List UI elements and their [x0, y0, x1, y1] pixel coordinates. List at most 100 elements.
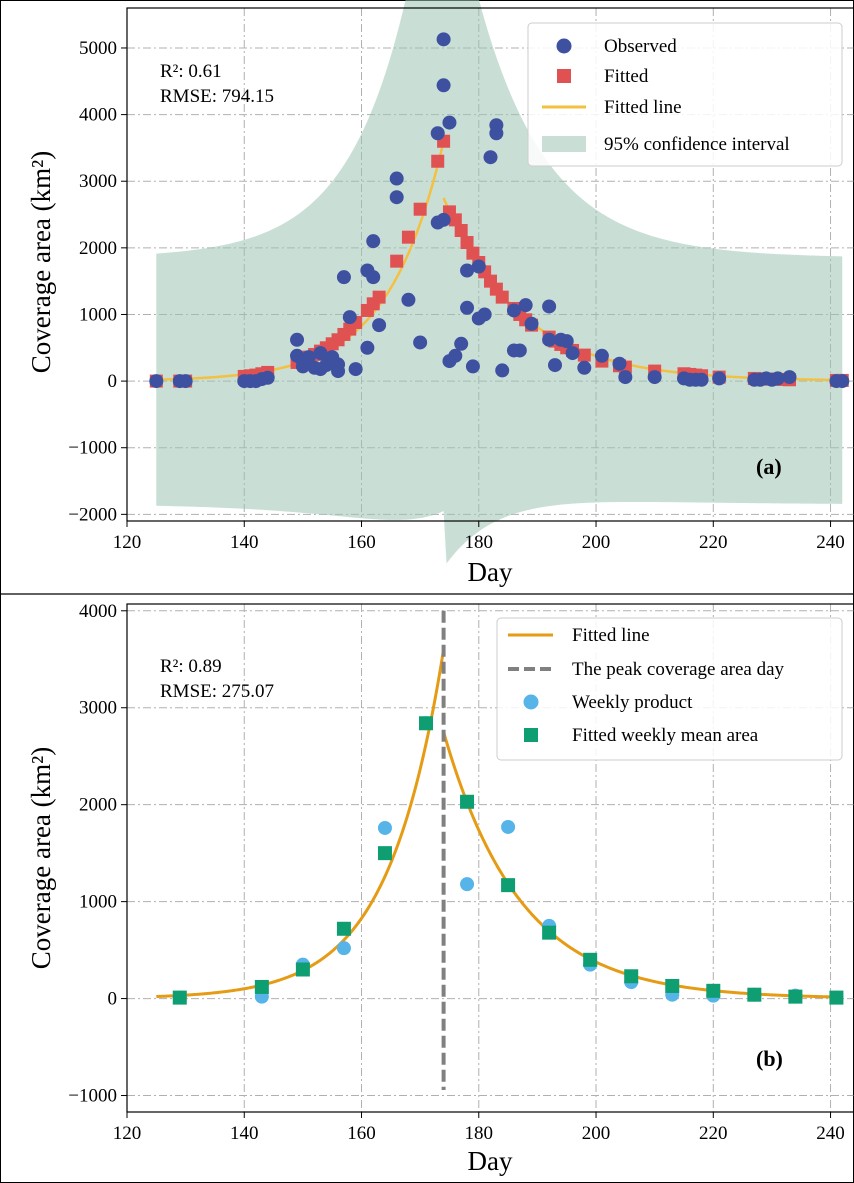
panel-b-weekly-mean-point: [665, 978, 680, 993]
panel-a-observed-point: [489, 126, 504, 141]
panel-a-observed-point: [524, 316, 539, 331]
panel-b-weekly-mean-point: [583, 952, 598, 967]
panel-b-weekly-mean-point: [295, 962, 310, 977]
panel-a-observed-point: [460, 263, 475, 278]
panel-a-observed-point: [389, 171, 404, 186]
panel-b-weekly-mean-point: [706, 983, 721, 998]
panel-a-observed-point: [389, 190, 404, 205]
panel-a-x-tick-label: 200: [582, 532, 611, 553]
panel-b-x-axis-label: Day: [468, 1146, 513, 1176]
panel-a-observed-point: [495, 363, 510, 378]
panel-b-weekly-mean-point: [336, 921, 351, 936]
panel-b-y-tick-label: −1000: [68, 1086, 117, 1107]
panel-a-legend-observed-label: Observed: [604, 36, 677, 57]
panel-a-observed-point: [565, 346, 580, 361]
panel-a-legend-fitted-line-label: Fitted line: [604, 97, 682, 118]
panel-a-ticks: 120 140 160 180 200 220 240 −2000 −1000 0 1000 2000…: [68, 38, 845, 553]
panel-b-x-tick-label: 140: [230, 1123, 259, 1144]
panel-a: 120 140 160 180 200 220 240 −2000 −1000 0 1000 2000…: [26, 0, 854, 587]
panel-a-observed-point: [542, 332, 557, 347]
panel-a-rmse-label: RMSE: 794.15: [160, 86, 274, 107]
panel-a-fitted-point: [454, 224, 468, 238]
panel-b-legend: Fitted line The peak coverage area day W…: [496, 617, 843, 761]
panel-a-observed-point: [782, 370, 797, 385]
panel-a-x-tick-label: 220: [699, 532, 728, 553]
panel-a-r2-label: R²: 0.61: [160, 61, 222, 82]
panel-a-y-tick-label: 5000: [79, 38, 117, 59]
panel-a-x-tick-label: 120: [113, 532, 142, 553]
panel-b-y-axis-label: Coverage area (km²): [26, 747, 56, 969]
panel-b-ticks: 120 140 160 180 200 220 240 −1000 0 1000 2000 3000 4…: [68, 601, 845, 1144]
panel-a-observed-point: [149, 374, 164, 389]
panel-a-observed-point: [547, 358, 562, 373]
panel-a-observed-point: [460, 300, 475, 315]
panel-a-observed-point: [594, 348, 609, 363]
panel-a-y-tick-label: 1000: [79, 304, 117, 325]
panel-a-observed-point: [448, 348, 463, 363]
panel-a-observed-point: [612, 356, 627, 371]
panel-a-x-axis-label: Day: [468, 557, 513, 587]
panel-a-fitted-point: [577, 348, 591, 362]
panel-a-y-tick-label: 3000: [79, 171, 117, 192]
panel-a-fitted-point: [372, 290, 386, 304]
panel-a-x-tick-label: 140: [230, 532, 259, 553]
panel-b-weekly-product-point: [501, 819, 516, 834]
panel-a-fitted-point: [401, 230, 415, 244]
panel-a-observed-point: [336, 270, 351, 285]
panel-a-observed-point: [542, 299, 557, 314]
panel-a-observed-point: [712, 371, 727, 386]
panel-a-legend-ci-swatch: [542, 136, 586, 152]
panel-b-x-tick-label: 220: [699, 1123, 728, 1144]
panel-b-weekly-product-point: [377, 820, 392, 835]
panel-a-fitted-point: [460, 236, 474, 250]
panel-a-observed-point: [694, 372, 709, 387]
panel-a-observed-point: [413, 335, 428, 350]
panel-a-markers: [149, 32, 850, 389]
panel-b-fitted-line-falling: [442, 731, 841, 999]
panel-a-observed-point: [290, 332, 305, 347]
panel-b-legend-weekly-product-label: Weekly product: [572, 692, 693, 713]
panel-a-observed-point: [835, 374, 850, 389]
panel-b-tag: (b): [756, 1046, 783, 1071]
panel-b-x-tick-label: 160: [347, 1123, 376, 1144]
panel-a-observed-point: [477, 307, 492, 322]
panel-b-weekly-mean-point: [624, 969, 639, 984]
panel-a-x-tick-label: 240: [816, 532, 845, 553]
panel-b-weekly-mean-point: [460, 794, 475, 809]
panel-a-fitted-point: [448, 213, 462, 227]
panel-a-observed-point: [260, 370, 275, 385]
panel-b-rmse-label: RMSE: 275.07: [160, 681, 274, 702]
panel-b-y-tick-label: 2000: [79, 795, 117, 816]
panel-b-weekly-mean-point: [377, 846, 392, 861]
panel-a-observed-point: [577, 360, 592, 375]
panel-a-legend-fitted-label: Fitted: [604, 66, 649, 87]
panel-b-weekly-mean-point: [172, 990, 187, 1005]
panel-b-weekly-mean-point: [419, 716, 434, 731]
panel-b-weekly-mean-point: [501, 878, 516, 893]
panel-a-fitted-point: [431, 154, 445, 168]
panel-b-weekly-mean-point: [542, 925, 557, 940]
panel-a-observed-point: [506, 303, 521, 318]
panel-b-weekly-mean-point: [747, 987, 762, 1002]
panel-a-observed-point: [372, 318, 387, 333]
panel-b-y-tick-label: 1000: [79, 892, 117, 913]
panel-b-x-tick-label: 180: [465, 1123, 494, 1144]
panel-b-x-tick-label: 240: [816, 1123, 845, 1144]
panel-a-observed-point: [301, 350, 316, 365]
panel-a-plot-frame: [126, 7, 854, 522]
panel-a-observed-point: [178, 374, 193, 389]
panel-a-observed-point: [770, 371, 785, 386]
panel-b-legend-weekly-mean-label: Fitted weekly mean area: [572, 725, 759, 746]
panel-b-plot-frame: [126, 603, 854, 1113]
panel-a-y-tick-label: 2000: [79, 238, 117, 259]
panel-b-legend-fitted-line-label: Fitted line: [572, 625, 650, 646]
panel-a-observed-point: [518, 298, 533, 313]
panel-b-y-tick-label: 3000: [79, 698, 117, 719]
panel-b-weekly-product-point: [460, 877, 475, 892]
panel-a-x-tick-label: 160: [347, 532, 376, 553]
panel-a-observed-point: [647, 370, 662, 385]
panel-a-observed-point: [559, 334, 574, 349]
panel-a-legend: Observed Fitted Fitted line 95% confiden…: [527, 22, 843, 167]
panel-a-observed-point: [401, 292, 416, 307]
panel-a-observed-point: [465, 359, 480, 374]
